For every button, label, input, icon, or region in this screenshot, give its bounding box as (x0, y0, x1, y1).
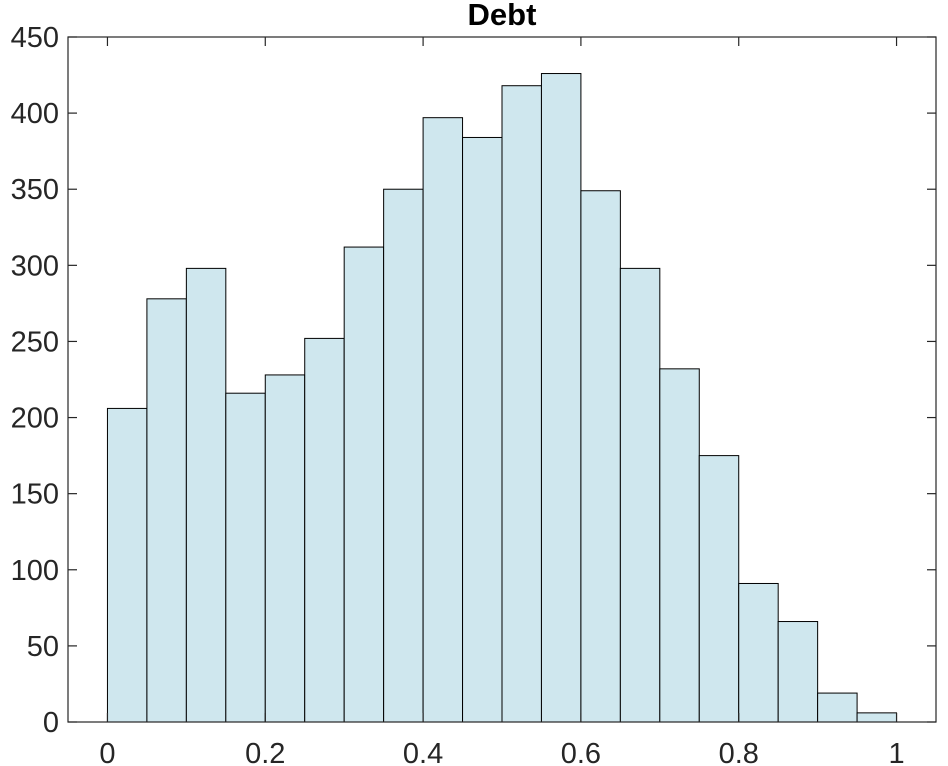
y-tick-label: 450 (11, 22, 59, 54)
chart-title: Debt (468, 0, 537, 32)
tick-labels-layer: 0 0.2 0.4 0.6 0.8 1 0 50 100 150 200 250 300 350 400 45… (11, 22, 905, 766)
histogram-bar (185, 267, 227, 723)
histogram-bar (580, 190, 621, 723)
axes-box (67, 36, 937, 723)
histogram-bar (856, 712, 898, 723)
y-tick-label: 100 (11, 555, 59, 587)
histogram-bar (225, 392, 266, 723)
y-tick-label: 150 (11, 479, 59, 511)
histogram-bar (383, 188, 424, 723)
x-tick-label: 0.6 (561, 738, 601, 766)
histogram-bar (659, 368, 700, 723)
histogram-bar (343, 246, 385, 723)
histogram-bar (462, 136, 503, 723)
histogram-bar (422, 117, 464, 723)
x-tick-label: 0.8 (719, 738, 759, 766)
ticks-layer (68, 36, 936, 723)
y-tick-label: 400 (11, 98, 59, 130)
x-tick-label: 1 (888, 738, 904, 766)
histogram-bar (738, 582, 779, 723)
bars-layer (106, 73, 898, 723)
x-tick-label: 0 (99, 738, 115, 766)
histogram-bar (501, 85, 542, 723)
y-tick-label: 300 (11, 250, 59, 282)
y-tick-label: 350 (11, 174, 59, 206)
histogram-bar (540, 73, 582, 723)
histogram-bar (777, 621, 819, 723)
histogram-bar (146, 298, 187, 723)
histogram-bar (698, 455, 740, 723)
x-tick-label: 0.4 (403, 738, 443, 766)
histogram-bar (264, 374, 306, 723)
histogram-bar (304, 337, 345, 723)
histogram-bar (817, 692, 858, 723)
y-tick-label: 50 (27, 631, 59, 663)
histogram-bar (106, 407, 148, 723)
histogram-bar (619, 267, 661, 723)
y-tick-label: 200 (11, 403, 59, 435)
y-tick-label: 250 (11, 326, 59, 358)
y-tick-label: 0 (43, 707, 59, 739)
x-tick-label: 0.2 (245, 738, 285, 766)
